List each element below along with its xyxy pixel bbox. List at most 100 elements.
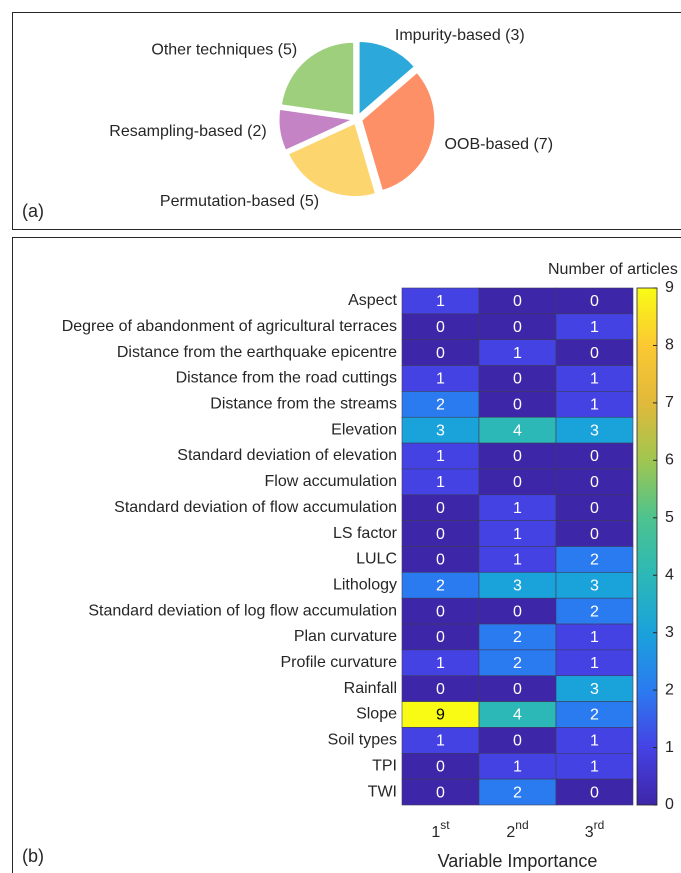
heatmap-cell bbox=[478, 494, 557, 521]
slice-label: OOB-based (7) bbox=[445, 136, 553, 153]
cell-value: 3 bbox=[590, 681, 599, 698]
cell-value: 9 bbox=[436, 707, 445, 724]
y-tick-label: LULC bbox=[356, 551, 397, 568]
heatmap-cell bbox=[478, 339, 557, 366]
heatmap-cell bbox=[478, 701, 557, 728]
tick-base: 3 bbox=[585, 824, 594, 841]
cell-value: 4 bbox=[513, 422, 522, 439]
tick-base: 2 bbox=[506, 824, 515, 841]
heatmap-cell bbox=[401, 416, 480, 444]
cell-value: 2 bbox=[590, 552, 599, 569]
pie-slice bbox=[358, 40, 415, 116]
colorbar-tick-label: 8 bbox=[665, 337, 674, 354]
cell-value: 1 bbox=[436, 655, 445, 672]
heatmap-cell bbox=[555, 649, 634, 677]
colorbar-tick-label: 4 bbox=[665, 566, 674, 583]
slice-label: Permutation-based (5) bbox=[160, 193, 319, 210]
colorbar-tick-label: 3 bbox=[665, 624, 674, 641]
cell-value: 0 bbox=[513, 319, 522, 336]
y-tick-label: TPI bbox=[372, 757, 397, 774]
cell-value: 1 bbox=[436, 733, 445, 750]
cell-value: 0 bbox=[513, 474, 522, 491]
panel-b-frame bbox=[12, 237, 681, 873]
heatmap-cell bbox=[478, 416, 557, 444]
tick-sup: rd bbox=[594, 818, 605, 832]
cell-value: 0 bbox=[513, 448, 522, 465]
cell-value: 1 bbox=[513, 552, 522, 569]
heatmap-cell bbox=[478, 649, 557, 677]
heatmap-cell bbox=[555, 520, 634, 547]
cell-value: 0 bbox=[590, 526, 599, 543]
pie-slice bbox=[280, 41, 355, 116]
cell-value: 3 bbox=[436, 422, 445, 439]
colorbar-tick-label: 5 bbox=[665, 509, 674, 526]
cell-value: 0 bbox=[436, 500, 445, 517]
panel-label: (b) bbox=[22, 846, 44, 866]
cell-value: 0 bbox=[436, 345, 445, 362]
heatmap-cell bbox=[555, 339, 634, 366]
heatmap-cell bbox=[555, 365, 634, 392]
cell-value: 0 bbox=[436, 681, 445, 698]
cell-value: 0 bbox=[436, 784, 445, 801]
heatmap-cell bbox=[555, 778, 634, 806]
y-tick-label: Plan curvature bbox=[294, 628, 397, 645]
cell-value: 3 bbox=[513, 577, 522, 594]
heatmap-cell bbox=[478, 313, 557, 341]
colorbar-tick-label: 0 bbox=[665, 796, 674, 813]
cell-value: 1 bbox=[590, 371, 599, 388]
heatmap-cell bbox=[401, 597, 480, 625]
cell-value: 0 bbox=[590, 448, 599, 465]
heatmap-cell bbox=[401, 675, 480, 702]
pie-slice bbox=[361, 71, 436, 192]
panel-a-frame bbox=[12, 12, 681, 230]
x-tick-label: 2nd bbox=[506, 818, 528, 841]
heatmap-cell bbox=[401, 546, 480, 573]
cell-value: 1 bbox=[513, 526, 522, 543]
cell-value: 1 bbox=[590, 733, 599, 750]
cell-value: 4 bbox=[513, 707, 522, 724]
cell-value: 0 bbox=[513, 371, 522, 388]
cell-value: 1 bbox=[590, 397, 599, 414]
heatmap-cell bbox=[555, 727, 634, 754]
y-tick-label: LS factor bbox=[333, 525, 398, 542]
cell-value: 0 bbox=[436, 629, 445, 646]
colorbar-tick-label: 2 bbox=[665, 681, 674, 698]
y-tick-label: Lithology bbox=[333, 576, 397, 593]
heatmap-cell bbox=[478, 778, 557, 806]
cell-value: 2 bbox=[436, 577, 445, 594]
cell-value: 0 bbox=[436, 552, 445, 569]
colorbar-title: Number of articles bbox=[548, 261, 678, 278]
y-tick-label: Degree of abandonment of agricultural te… bbox=[62, 318, 397, 335]
cell-value: 2 bbox=[513, 655, 522, 672]
cell-value: 0 bbox=[590, 500, 599, 517]
heatmap-cell bbox=[401, 727, 480, 754]
y-tick-label: Soil types bbox=[328, 732, 397, 749]
y-tick-label: Slope bbox=[356, 706, 397, 723]
cell-value: 0 bbox=[436, 319, 445, 336]
cell-value: 2 bbox=[513, 629, 522, 646]
cell-value: 0 bbox=[590, 784, 599, 801]
tick-base: 1 bbox=[431, 824, 440, 841]
heatmap-cell bbox=[401, 365, 480, 392]
heatmap-cell bbox=[401, 752, 480, 780]
colorbar bbox=[636, 287, 658, 806]
heatmap-cell bbox=[478, 442, 557, 470]
cell-value: 0 bbox=[513, 733, 522, 750]
cell-value: 1 bbox=[590, 655, 599, 672]
cell-value: 0 bbox=[436, 758, 445, 775]
cell-value: 0 bbox=[513, 681, 522, 698]
cell-value: 2 bbox=[436, 397, 445, 414]
cell-value: 0 bbox=[436, 603, 445, 620]
heatmap-cell bbox=[555, 675, 634, 702]
y-tick-label: Elevation bbox=[331, 421, 397, 438]
cell-value: 0 bbox=[513, 397, 522, 414]
cell-value: 1 bbox=[436, 474, 445, 491]
tick-sup: nd bbox=[515, 818, 528, 832]
cell-value: 2 bbox=[590, 707, 599, 724]
cell-value: 1 bbox=[590, 758, 599, 775]
colorbar-tick-label: 1 bbox=[665, 739, 674, 756]
y-tick-label: Rainfall bbox=[344, 680, 397, 697]
y-tick-label: TWI bbox=[368, 783, 397, 800]
heatmap-cell bbox=[401, 339, 480, 366]
